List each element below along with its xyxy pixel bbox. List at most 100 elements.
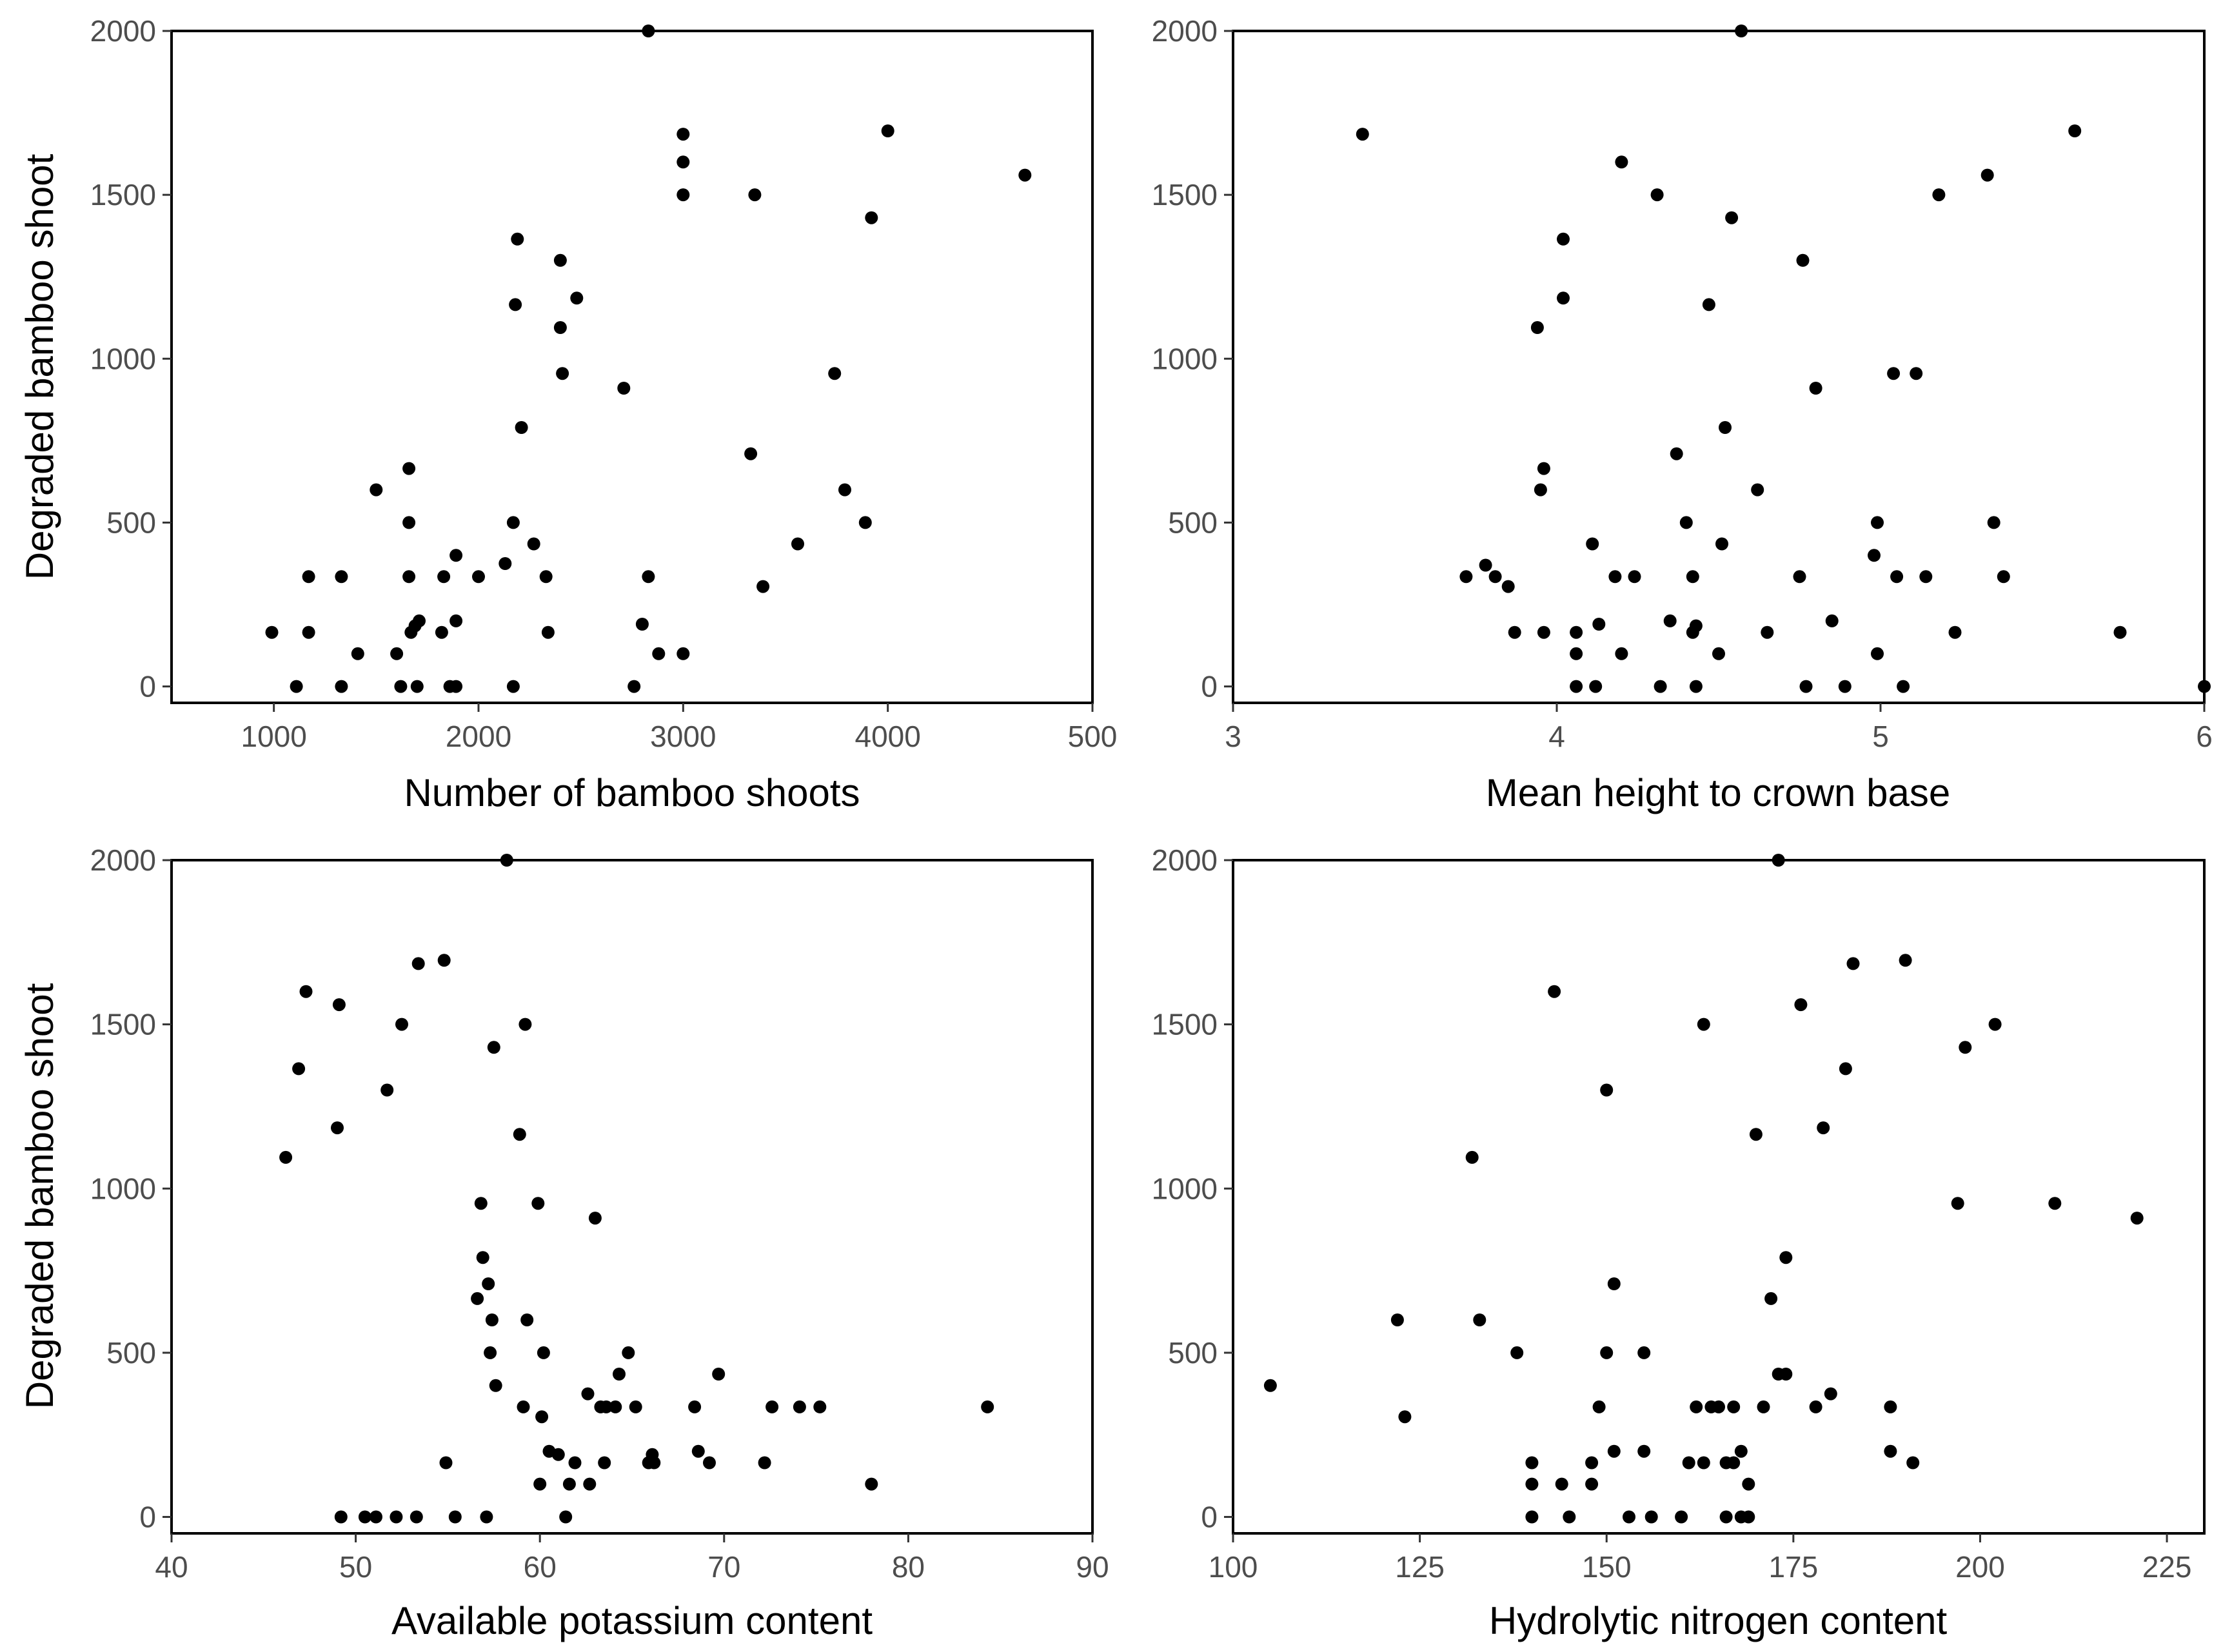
data-point [1725,211,1739,224]
data-points [265,25,1032,693]
data-point [1607,1444,1621,1458]
x-tick-label: 80 [892,1550,925,1584]
data-point [635,618,649,631]
data-point [1356,128,1369,141]
data-point [712,1368,726,1381]
data-point [1719,1510,1733,1524]
data-point [1697,1456,1710,1470]
data-point [1689,680,1703,693]
data-point [2198,680,2211,693]
data-point [413,614,426,627]
y-tick-label: 0 [139,670,156,703]
x-tick-label: 4 [1548,720,1565,753]
data-point [435,625,448,639]
data-point [1548,985,1561,998]
data-point [1592,618,1606,631]
data-point [1459,570,1473,584]
x-axis-title: Available potassium content [391,1599,873,1642]
data-point [471,1292,484,1305]
data-point [551,1448,565,1461]
y-tick-label: 500 [106,506,156,539]
data-point [1702,298,1715,311]
data-point [1910,367,1923,380]
data-point [390,1510,403,1524]
data-point [629,1400,642,1413]
data-points [279,854,994,1524]
data-point [1525,1477,1539,1491]
data-point [1586,537,1599,551]
data-point [487,1041,500,1054]
y-tick-label: 1500 [90,178,156,211]
data-point [865,1477,878,1491]
data-point [598,1456,611,1470]
data-point [1817,1121,1830,1135]
data-point [449,680,463,693]
data-point [449,549,463,562]
data-point [1846,957,1860,970]
data-point [395,1018,408,1031]
x-tick-label: 225 [2142,1550,2192,1584]
data-point [1589,680,1603,693]
data-point [1637,1444,1651,1458]
data-point [1628,570,1641,584]
data-point [472,570,485,584]
data-point [1615,647,1628,660]
data-point [677,128,690,141]
data-point [358,1510,371,1524]
y-tick-label: 2000 [90,14,156,48]
y-tick-label: 2000 [1152,843,1218,877]
data-point [539,570,553,584]
data-point [437,570,451,584]
data-point [535,1410,549,1424]
data-point [2068,124,2082,137]
data-point [1887,367,1901,380]
data-point [1473,1313,1486,1326]
data-point [1697,1018,1710,1031]
plot-frame [170,30,1094,704]
data-point [1570,625,1583,639]
x-tick-label: 50 [339,1550,372,1584]
data-point [1824,1387,1837,1401]
y-tick-label: 1000 [90,1172,156,1205]
data-point [1670,447,1683,460]
y-tick-label: 0 [1201,670,1218,703]
data-point [1686,570,1699,584]
data-point [292,1062,306,1076]
x-axis-title: Hydrolytic nitrogen content [1489,1599,1948,1642]
data-point [748,188,762,202]
data-point [583,1477,597,1491]
plot-frame [1232,859,2206,1535]
data-point [506,680,520,693]
y-tick-label: 500 [106,1336,156,1370]
data-point [480,1510,493,1524]
data-point [652,647,666,660]
data-point [1735,25,1748,37]
data-point [1988,1018,2002,1031]
data-point [515,421,528,434]
data-point [380,1083,394,1097]
data-point [1959,1041,1972,1054]
x-tick-label: 60 [524,1550,557,1584]
y-tick-label: 500 [1168,1336,1218,1370]
y-tick-label: 1500 [1152,1008,1218,1041]
data-point [588,1212,602,1225]
data-point [279,1150,293,1164]
data-point [1398,1410,1412,1424]
data-point [513,1128,526,1141]
data-point [290,680,303,693]
data-point [1871,516,1884,529]
data-point [556,367,569,380]
data-point [541,625,555,639]
data-point [1794,998,1808,1012]
axis-ticks: 40 50 60 70 80 90 0 500 1000 1500 2000 [90,843,1109,1584]
data-point [474,1197,488,1210]
data-point [394,680,408,693]
data-point [1749,1128,1763,1141]
data-point [1663,614,1677,627]
data-point [568,1456,582,1470]
data-point [642,570,655,584]
data-point [703,1456,716,1470]
data-point [613,1368,626,1381]
data-point [2048,1197,2062,1210]
